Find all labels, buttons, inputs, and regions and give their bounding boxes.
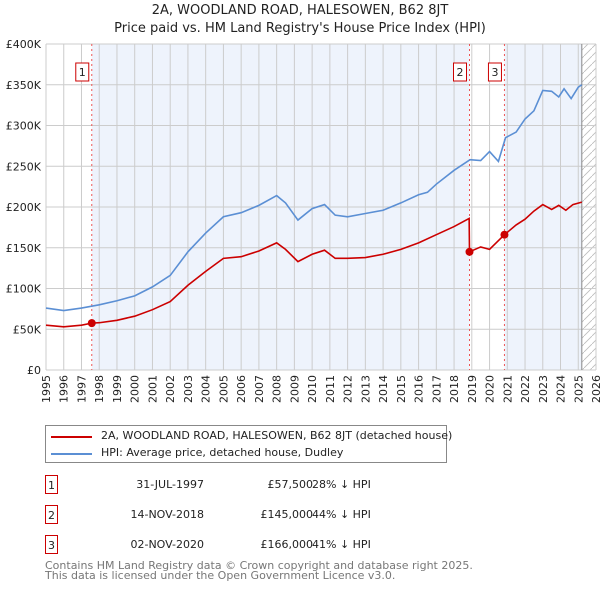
- sale-price: £145,000: [260, 508, 314, 521]
- x-tick-label: 1996: [58, 375, 71, 403]
- y-tick-label: £50K: [13, 323, 42, 336]
- legend-label-hpi: HPI: Average price, detached house, Dudl…: [101, 446, 344, 459]
- x-tick-label: 2016: [413, 375, 426, 403]
- x-tick-label: 1998: [93, 375, 106, 403]
- sale-price: £166,000: [260, 538, 314, 551]
- x-tick-label: 2021: [501, 375, 514, 403]
- x-tick-label: 2007: [253, 375, 266, 403]
- sale-date: 02-NOV-2020: [130, 538, 204, 551]
- x-tick-label: 2023: [537, 375, 550, 403]
- y-tick-label: £200K: [6, 201, 42, 214]
- y-tick-label: £400K: [6, 38, 42, 51]
- x-tick-label: 2003: [182, 375, 195, 403]
- x-tick-label: 2011: [324, 375, 337, 403]
- sale-label: 2: [457, 66, 464, 79]
- sale-label-box: [487, 62, 502, 82]
- x-tick-label: 2022: [519, 375, 532, 403]
- x-tick-label: 2019: [466, 375, 479, 403]
- x-tick-label: 2013: [359, 375, 372, 403]
- x-tick-label: 2012: [342, 375, 355, 403]
- price-line: [45, 201, 583, 328]
- footer-line: Contains HM Land Registry data © Crown c…: [45, 559, 473, 572]
- x-tick-label: 2020: [484, 375, 497, 403]
- x-tick-label: 2001: [146, 375, 159, 403]
- x-tick-label: 2026: [590, 375, 600, 403]
- x-tick-label: 2002: [164, 375, 177, 403]
- sale-marker-box: 2: [45, 505, 58, 524]
- legend-label-price: 2A, WOODLAND ROAD, HALESOWEN, B62 8JT (d…: [101, 429, 453, 442]
- y-tick-label: £300K: [6, 120, 42, 133]
- sale-row: 1 31-JUL-1997 £57,500 28% ↓ HPI: [45, 475, 465, 495]
- sale-date: 14-NOV-2018: [130, 508, 204, 521]
- x-tick-label: 2015: [395, 375, 408, 403]
- sale-point: [500, 230, 509, 239]
- x-tick-label: 2004: [200, 375, 213, 403]
- x-tick-label: 2009: [288, 375, 301, 403]
- sale-marker-box: 3: [45, 535, 58, 554]
- footer-line: This data is licensed under the Open Gov…: [45, 569, 396, 582]
- x-tick-label: 2010: [306, 375, 319, 403]
- sale-row: 3 02-NOV-2020 £166,000 41% ↓ HPI: [45, 535, 465, 555]
- sale-hpi-diff: 28% ↓ HPI: [312, 478, 371, 491]
- sale-price: £57,500: [267, 478, 314, 491]
- sale-hpi-diff: 41% ↓ HPI: [312, 538, 371, 551]
- legend-swatch-price: [51, 436, 92, 438]
- hpi-line: [45, 84, 583, 312]
- sale-marker-box: 1: [45, 475, 58, 494]
- sale-date: 31-JUL-1997: [136, 478, 204, 491]
- x-tick-label: 2005: [217, 375, 230, 403]
- x-tick-label: 2017: [430, 375, 443, 403]
- x-tick-label: 1995: [40, 375, 53, 403]
- sale-label-box: [75, 62, 90, 82]
- sale-label: 3: [491, 66, 498, 79]
- x-tick-label: 2018: [448, 375, 461, 403]
- x-tick-label: 1999: [111, 375, 124, 403]
- sale-label-box: [453, 62, 467, 82]
- x-tick-label: 2006: [235, 375, 248, 403]
- footer: Contains HM Land Registry data © Crown c…: [45, 559, 473, 582]
- sale-point: [87, 319, 96, 328]
- x-tick-label: 2000: [129, 375, 142, 403]
- chart-subtitle: Price paid vs. HM Land Registry's House …: [114, 21, 486, 36]
- x-tick-label: 2014: [377, 375, 390, 403]
- sale-point: [465, 247, 474, 256]
- legend-swatch-hpi: [51, 453, 92, 455]
- x-tick-label: 2024: [555, 375, 568, 403]
- legend: 2A, WOODLAND ROAD, HALESOWEN, B62 8JT (d…: [45, 425, 452, 463]
- x-tick-label: 2008: [271, 375, 284, 403]
- x-tick-label: 1997: [75, 375, 88, 403]
- x-tick-label: 2025: [572, 375, 585, 403]
- sale-label: 1: [79, 66, 86, 79]
- sale-hpi-diff: 44% ↓ HPI: [312, 508, 371, 521]
- chart-title: 2A, WOODLAND ROAD, HALESOWEN, B62 8JT: [151, 3, 449, 18]
- y-tick-label: £0: [27, 364, 41, 377]
- y-tick-label: £100K: [6, 283, 42, 296]
- chart-plot: 1995 1996 1997 1998 1999 2000 2001 2002 2003 2004…: [6, 38, 600, 403]
- sale-row: 2 14-NOV-2018 £145,000 44% ↓ HPI: [45, 505, 465, 525]
- y-tick-label: £250K: [6, 160, 42, 173]
- y-tick-label: £350K: [6, 79, 42, 92]
- y-tick-label: £150K: [6, 242, 42, 255]
